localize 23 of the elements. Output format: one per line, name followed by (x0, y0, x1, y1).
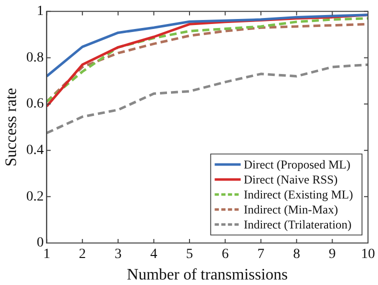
legend-label: Indirect (Min-Max) (244, 202, 338, 217)
x-tick-label: 4 (150, 247, 158, 262)
y-axis-title: Success rate (2, 88, 20, 167)
legend-label: Direct (Proposed ML) (244, 158, 350, 172)
x-tick-label: 6 (222, 247, 229, 262)
y-tick-label: 0.2 (26, 189, 44, 204)
x-tick-label: 7 (257, 247, 264, 262)
x-tick-label: 10 (361, 247, 375, 262)
x-tick-label: 8 (293, 247, 300, 262)
x-tick-label: 3 (114, 247, 122, 262)
legend-label: Indirect (Existing ML) (244, 188, 354, 202)
line-series (46, 63, 368, 134)
y-tick-label: 0 (36, 236, 44, 251)
legend-label: Indirect (Trilateration) (244, 218, 352, 232)
y-tick-label: 0.6 (26, 96, 44, 112)
x-tick-label: 5 (186, 247, 193, 262)
x-tick-label: 9 (328, 247, 336, 262)
y-tick-label: 0.8 (26, 50, 44, 66)
legend-label: Direct (Naive RSS) (244, 172, 338, 187)
y-tick-label: 0.4 (26, 143, 44, 158)
x-axis-title: Number of transmissions (126, 266, 288, 284)
y-tick-label: 1 (36, 4, 44, 20)
x-tick-label: 2 (78, 247, 86, 262)
